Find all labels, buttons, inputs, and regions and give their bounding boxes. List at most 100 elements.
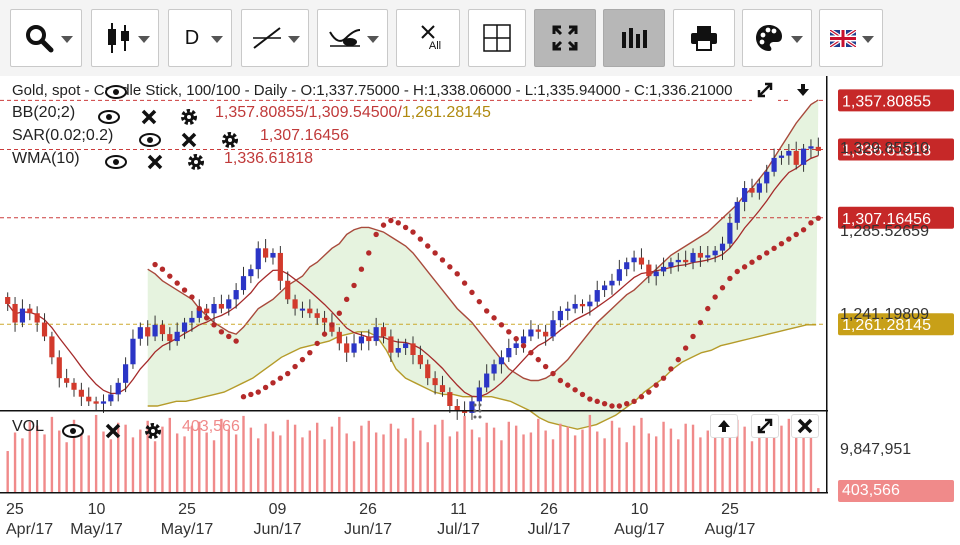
bb-settings-gear-icon[interactable]	[176, 106, 202, 128]
candle-body	[690, 252, 696, 263]
candle	[520, 329, 527, 353]
sar-dot	[506, 329, 512, 335]
bb-close-icon[interactable]	[136, 106, 162, 128]
remove-all-button[interactable]: All	[396, 9, 460, 67]
sar-dot	[358, 266, 365, 272]
candle-body	[56, 357, 62, 379]
price-tag-box	[838, 89, 954, 112]
expand-icon	[552, 25, 578, 51]
candle	[218, 294, 224, 314]
volume-bar	[227, 429, 230, 492]
vol-settings-gear-icon[interactable]	[140, 420, 166, 442]
sar-dot	[248, 391, 254, 398]
candle	[705, 246, 711, 263]
candle	[572, 294, 578, 314]
candle-body	[579, 303, 586, 307]
volume-toggle-button[interactable]	[603, 9, 665, 67]
candle-body	[439, 385, 446, 393]
candle-body	[815, 146, 821, 151]
volume-bar	[544, 430, 547, 492]
period-button[interactable]: D	[168, 9, 232, 67]
sar-dot	[159, 266, 166, 272]
candle	[660, 257, 667, 277]
candle-body	[248, 269, 254, 277]
candle-body	[159, 324, 166, 335]
sar-dot	[476, 298, 483, 305]
expand-pane-icon[interactable]	[752, 79, 778, 101]
candle-body	[380, 327, 387, 337]
wma-eye-icon[interactable]	[103, 151, 129, 173]
date-label-month: Jun/17	[344, 521, 392, 538]
candle	[122, 357, 129, 393]
candle-body	[447, 392, 453, 406]
pane-resize-handle-icon[interactable]	[473, 402, 483, 420]
candle	[579, 299, 586, 314]
sar-dot	[262, 384, 269, 391]
candle-body	[705, 255, 711, 258]
chart-canvas[interactable]: 1,357.80855 1,336.61818 1,307.16456 1,261.2…	[0, 76, 960, 540]
sar-dot	[181, 287, 188, 293]
candle-body	[624, 262, 630, 270]
search-button[interactable]	[10, 9, 82, 67]
volume-bar	[647, 433, 651, 492]
vol-close-icon[interactable]	[100, 420, 126, 442]
bb-eye-icon[interactable]	[96, 106, 122, 128]
sar-dot	[616, 403, 623, 409]
candle-body	[646, 264, 652, 277]
candle-body	[638, 257, 645, 265]
bb-legend: BB(20;2)	[12, 104, 75, 122]
price-tag-label: 1,336.61818	[842, 142, 931, 159]
candle	[344, 336, 350, 362]
volume-bar	[817, 488, 820, 492]
sar-dot	[624, 400, 630, 407]
candle-body	[572, 303, 578, 309]
candle-body	[218, 303, 224, 309]
volume-bar	[632, 425, 636, 492]
candle	[307, 299, 313, 318]
sar-value-text: 1,307.16456	[260, 127, 349, 145]
vol-eye-icon[interactable]	[60, 420, 86, 442]
vol-remove-icon[interactable]	[791, 414, 819, 438]
sar-eye-icon[interactable]	[137, 129, 163, 151]
candle	[100, 394, 107, 413]
wma-value: 1,336.61818	[224, 150, 313, 167]
theme-button[interactable]	[742, 9, 812, 67]
volume-bar	[654, 436, 658, 492]
sar-close-icon[interactable]	[176, 129, 202, 151]
candle-body	[425, 364, 431, 379]
sar-dot	[439, 257, 446, 263]
price-tag-3: 1,261.28145	[838, 313, 954, 336]
move-down-icon[interactable]	[790, 79, 816, 101]
sar-settings-gear-icon[interactable]	[217, 129, 243, 151]
language-button[interactable]	[819, 9, 883, 67]
print-button[interactable]	[673, 9, 735, 67]
candle-body	[19, 308, 26, 323]
volume-bar	[161, 426, 164, 492]
legend-eye-icon[interactable]	[103, 81, 129, 103]
volume-bar	[338, 416, 341, 492]
candle	[181, 317, 188, 339]
indicator-icon	[328, 29, 360, 47]
volume-bar	[323, 439, 326, 492]
sar-dot	[741, 264, 748, 270]
volume-bar	[581, 429, 584, 492]
fullscreen-button[interactable]	[534, 9, 596, 67]
volume-bar	[293, 424, 297, 492]
candle	[557, 306, 563, 328]
sar-dot	[800, 227, 807, 233]
candle-body	[683, 259, 689, 263]
line-draw-icon	[253, 27, 281, 49]
indicators-button[interactable]	[317, 9, 388, 67]
sar-dot	[719, 285, 726, 291]
move-up-icon[interactable]	[710, 414, 738, 438]
candle	[64, 368, 70, 388]
wma-close-icon[interactable]	[142, 151, 168, 173]
volume-bar	[308, 430, 312, 492]
crosshair-button[interactable]	[468, 9, 526, 67]
volume-bar	[588, 414, 592, 492]
chart-type-button[interactable]	[91, 9, 159, 67]
drawing-tool-button[interactable]	[241, 9, 309, 67]
vol-expand-icon[interactable]	[751, 414, 779, 438]
volume-bar	[153, 441, 157, 492]
wma-settings-gear-icon[interactable]	[183, 151, 209, 173]
